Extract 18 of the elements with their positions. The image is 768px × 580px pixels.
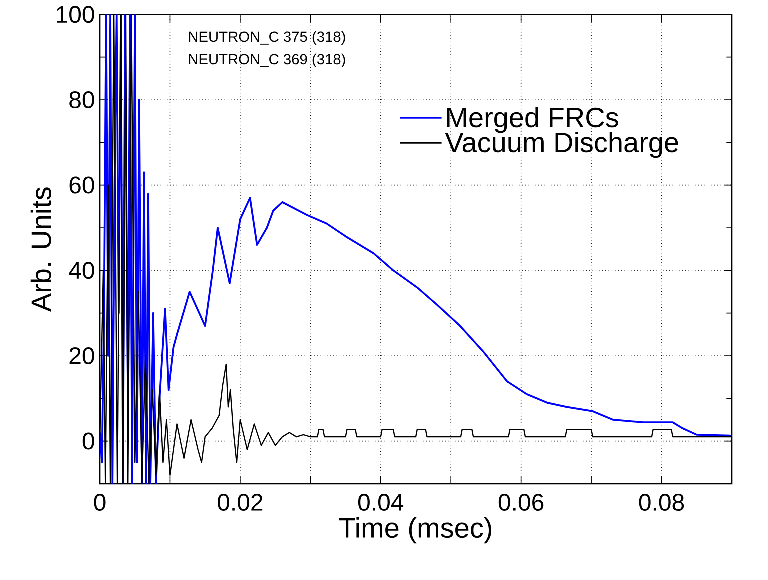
legend-label: Vacuum Discharge	[445, 132, 678, 158]
y-axis-title: Arb. Units	[30, 188, 52, 312]
legend-label: Merged FRCs	[447, 107, 618, 134]
x-tick-label: 0.04	[358, 494, 404, 512]
x-tick-label: 0.02	[218, 494, 263, 512]
x-tick-label: 0	[94, 494, 106, 512]
x-axis-title: Time (msec)	[339, 518, 492, 544]
x-tick-label: 0.06	[498, 494, 544, 512]
y-tick-label: 100	[57, 6, 94, 24]
y-tick-label: 60	[70, 176, 94, 194]
annotation: NEUTRON_C 369 (318)	[189, 54, 346, 68]
annotation: NEUTRON_C 375 (318)	[189, 31, 346, 46]
y-tick-label: 20	[70, 347, 94, 364]
line-series	[100, 14, 732, 484]
y-tick-label: 80	[70, 91, 94, 108]
x-tick-label: 0.08	[639, 494, 684, 512]
y-tick-label: 40	[69, 262, 94, 280]
y-tick-label: 0	[82, 432, 94, 450]
